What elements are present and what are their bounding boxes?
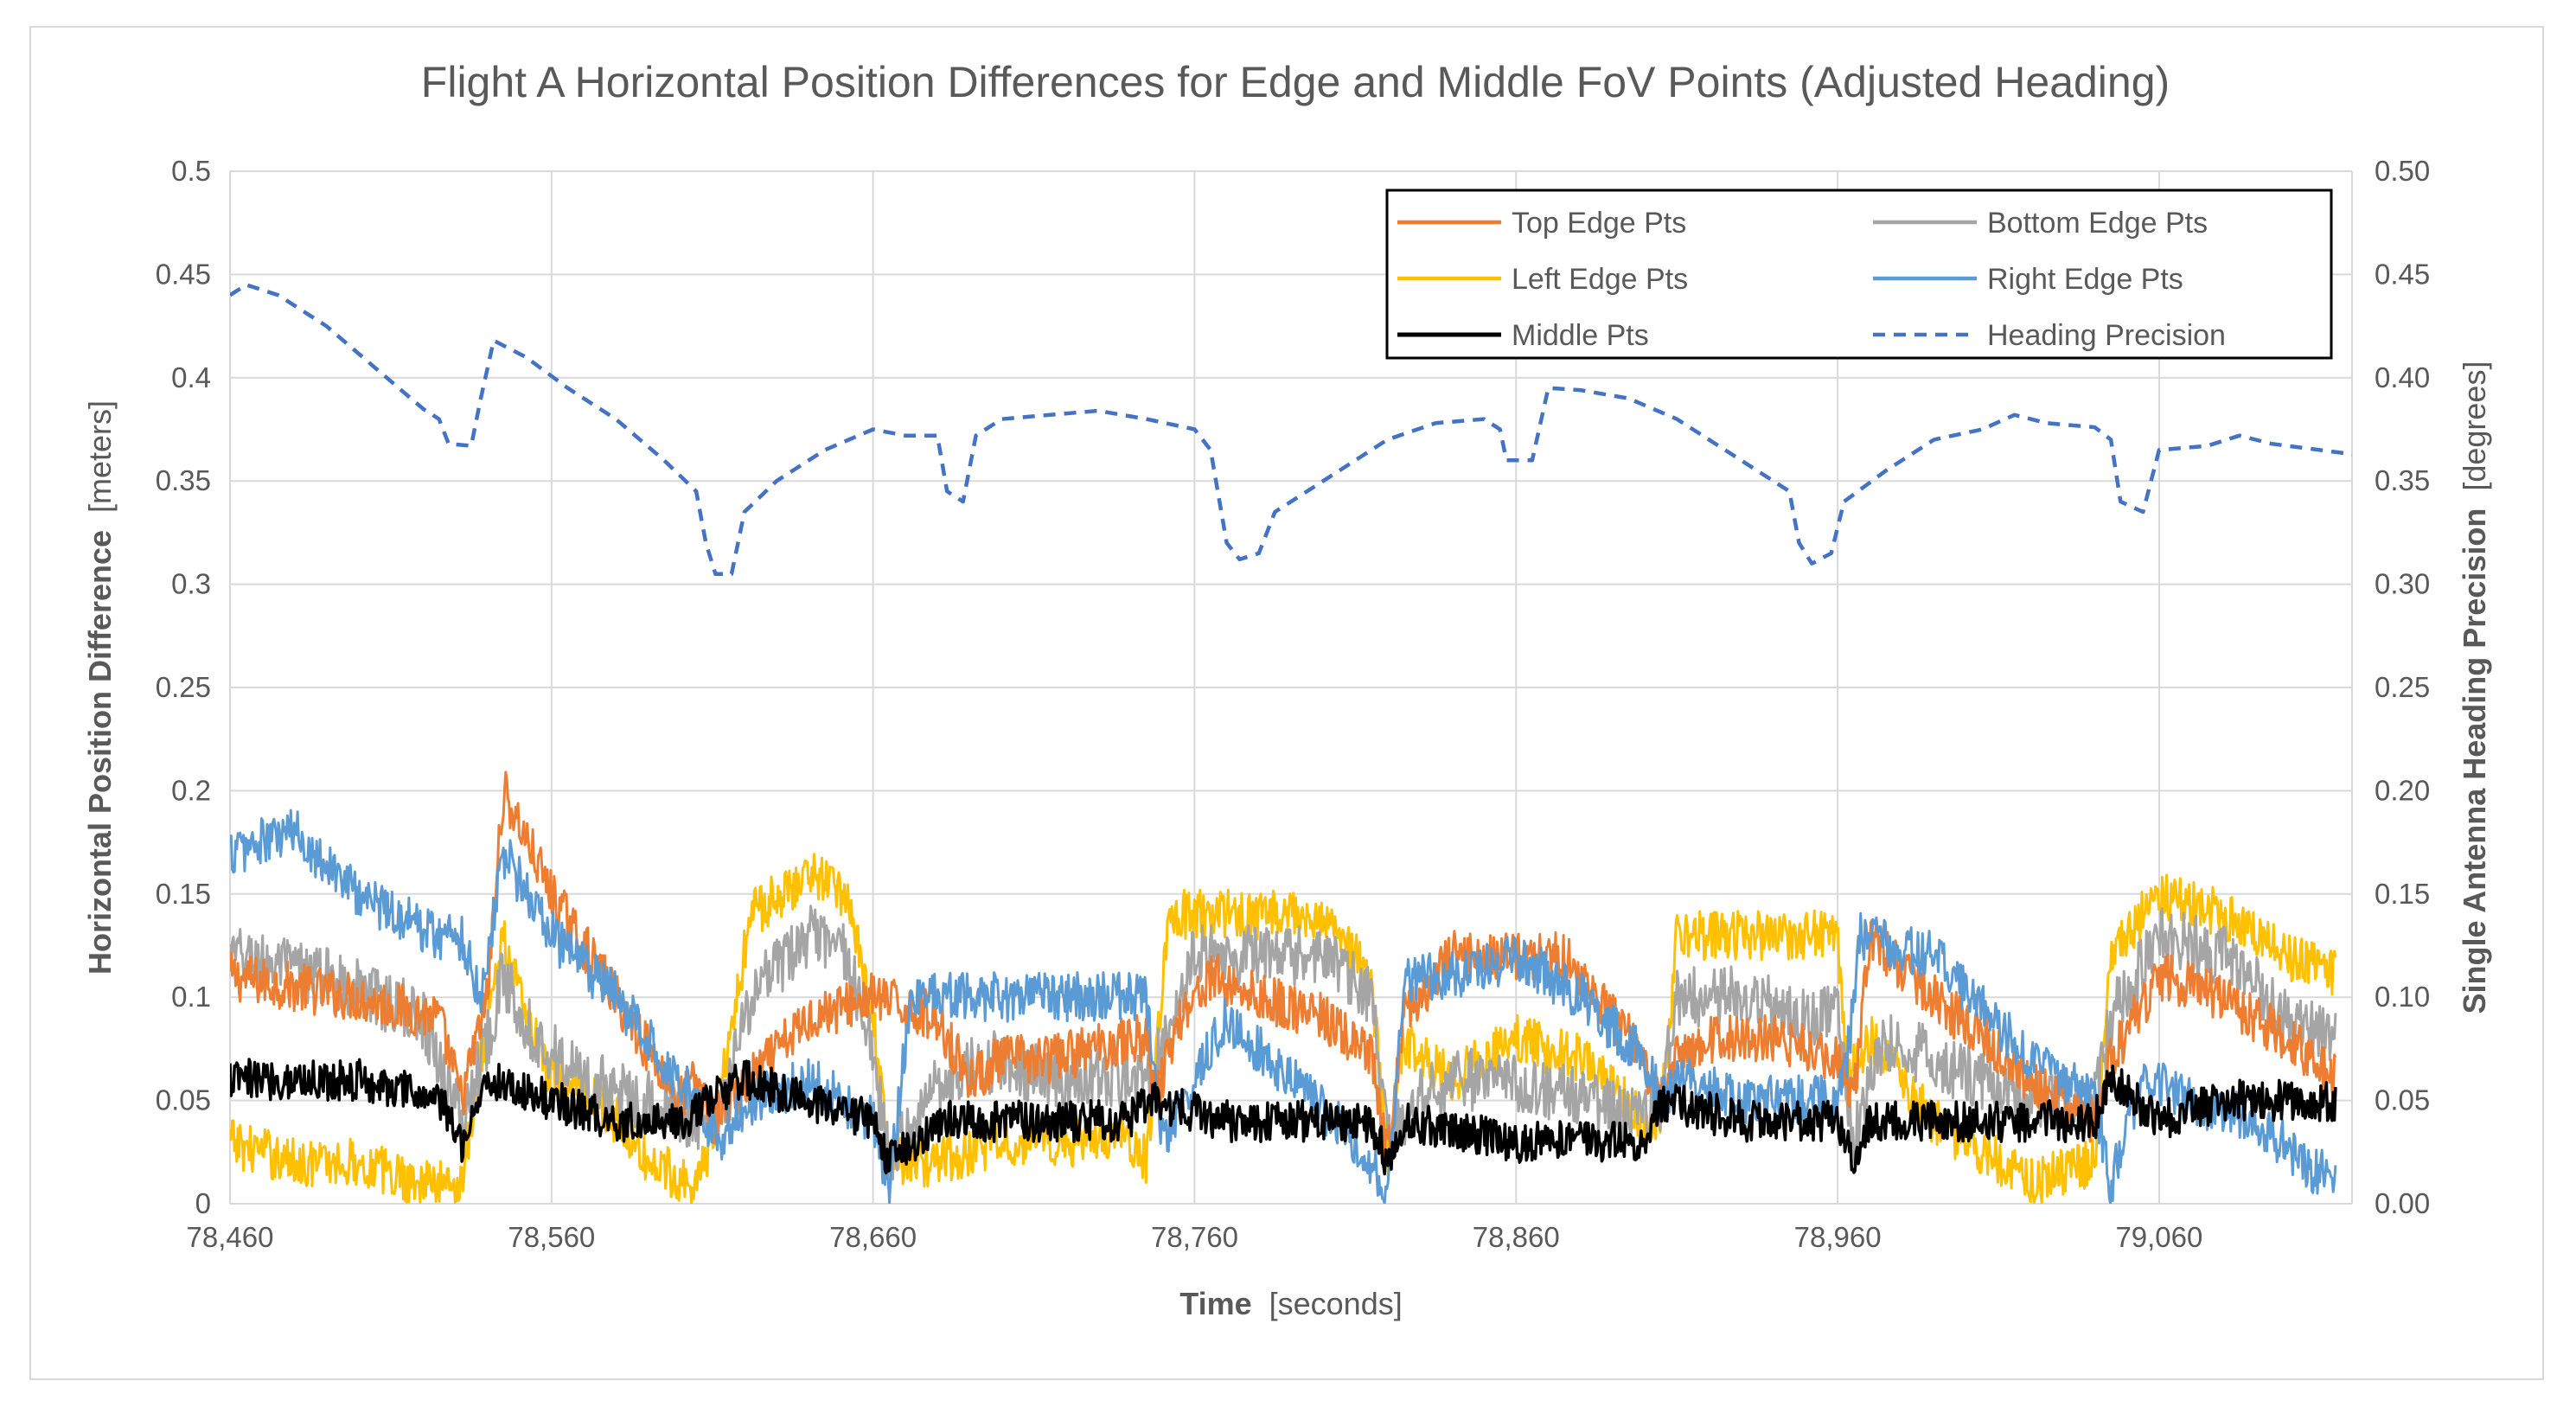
y2-axis-title-unit: [degrees] xyxy=(2457,361,2492,491)
y-tick-label: 0 xyxy=(195,1187,211,1219)
y2-tick-label: 0.10 xyxy=(2375,981,2430,1013)
y-axis-title: Horizontal Position Difference [meters] xyxy=(82,400,118,975)
legend-label: Right Edge Pts xyxy=(1987,263,2183,296)
y-tick-label: 0.45 xyxy=(156,258,211,290)
legend-items: Top Edge Pts Bottom Edge Pts Left Edge Pts… xyxy=(1397,207,2226,352)
series-line-right-edge-pts xyxy=(230,809,2337,1204)
series-line-left-edge-pts xyxy=(230,853,2337,1204)
y-tick-label: 0.15 xyxy=(156,878,211,910)
y2-axis-title-bold: Single Antenna Heading Precision xyxy=(2457,508,2492,1014)
y2-tick-label: 0.00 xyxy=(2375,1187,2430,1219)
legend: Top Edge Pts Bottom Edge Pts Left Edge Pts… xyxy=(1385,189,2333,360)
y-tick-label: 0.4 xyxy=(171,361,211,393)
y2-tick-label: 0.35 xyxy=(2375,464,2430,496)
legend-label: Middle Pts xyxy=(1512,319,1649,352)
y2-tick-label: 0.20 xyxy=(2375,774,2430,806)
y2-axis-title: Single Antenna Heading Precision [degree… xyxy=(2457,361,2492,1014)
series-line-heading-precision xyxy=(230,283,2352,576)
y-tick-label: 0.2 xyxy=(171,774,211,806)
x-axis-title-unit: [seconds] xyxy=(1269,1286,1403,1321)
x-tick-label: 78,760 xyxy=(1151,1221,1238,1253)
legend-box xyxy=(1385,189,2333,360)
x-tick-label: 78,660 xyxy=(829,1221,917,1253)
legend-label: Left Edge Pts xyxy=(1512,263,1688,296)
x-axis-ticks: 78,460 78,560 78,660 78,760 78,860 78,960 79,0… xyxy=(187,1221,2203,1253)
y-tick-label: 0.3 xyxy=(171,568,211,600)
y2-tick-label: 0.25 xyxy=(2375,671,2430,703)
series-line-bottom-edge-pts xyxy=(230,905,2337,1190)
y-axis-ticks: 0 0.05 0.1 0.15 0.2 0.25 0.3 0.35 0.4 0.45 0.5 xyxy=(156,155,211,1219)
chart-svg: Flight A Horizontal Position Differences… xyxy=(82,58,2492,1321)
x-axis-title-bold: Time xyxy=(1179,1286,1251,1321)
y2-tick-label: 0.40 xyxy=(2375,361,2430,393)
legend-label: Top Edge Pts xyxy=(1512,207,1686,240)
y2-tick-label: 0.50 xyxy=(2375,155,2430,187)
x-tick-label: 78,960 xyxy=(1794,1221,1882,1253)
x-tick-label: 78,860 xyxy=(1473,1221,1560,1253)
x-axis-title: Time [seconds] xyxy=(1179,1286,1402,1321)
y2-tick-label: 0.30 xyxy=(2375,568,2430,600)
y-tick-label: 0.05 xyxy=(156,1084,211,1116)
y-tick-label: 0.25 xyxy=(156,671,211,703)
x-tick-label: 79,060 xyxy=(2115,1221,2202,1253)
y2-tick-label: 0.45 xyxy=(2375,258,2430,290)
series-layer xyxy=(230,283,2352,1204)
series-line-middle-pts xyxy=(230,1058,2337,1176)
y-tick-label: 0.35 xyxy=(156,464,211,496)
y-axis-title-unit: [meters] xyxy=(82,400,118,513)
legend-label: Heading Precision xyxy=(1987,319,2226,352)
y-axis-title-bold: Horizontal Position Difference xyxy=(82,530,118,975)
chart-title: Flight A Horizontal Position Differences… xyxy=(421,58,2170,106)
x-tick-label: 78,560 xyxy=(508,1221,595,1253)
y2-tick-label: 0.05 xyxy=(2375,1084,2430,1116)
x-tick-label: 78,460 xyxy=(187,1221,274,1253)
y2-axis-ticks: 0.00 0.05 0.10 0.15 0.20 0.25 0.30 0.35 0.40 0.45… xyxy=(2375,155,2430,1219)
y-tick-label: 0.1 xyxy=(171,981,211,1013)
y-tick-label: 0.5 xyxy=(171,155,211,187)
chart-frame: Flight A Horizontal Position Differences… xyxy=(29,26,2544,1380)
y2-tick-label: 0.15 xyxy=(2375,878,2430,910)
legend-label: Bottom Edge Pts xyxy=(1987,207,2208,240)
